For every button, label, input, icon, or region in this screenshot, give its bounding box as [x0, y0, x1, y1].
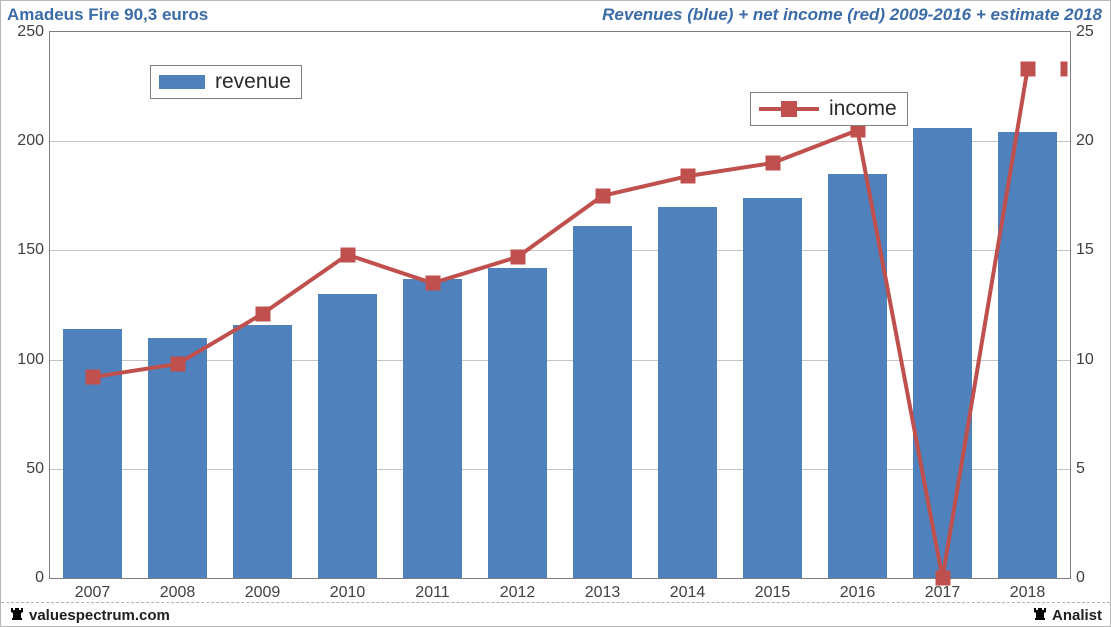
y-left-tick: 100 — [17, 351, 44, 369]
line-marker — [340, 247, 355, 262]
bar — [233, 325, 293, 578]
footer: valuespectrum.com Analist — [1, 602, 1110, 626]
title-right: Revenues (blue) + net income (red) 2009-… — [602, 5, 1102, 25]
x-tick: 2018 — [1010, 584, 1046, 602]
bar — [148, 338, 208, 578]
bar — [998, 132, 1058, 578]
x-tick: 2007 — [75, 584, 111, 602]
y-right-tick: 20 — [1076, 132, 1094, 150]
y-right-tick: 0 — [1076, 569, 1085, 587]
rook-icon — [9, 606, 25, 622]
y-left-tick: 0 — [35, 569, 44, 587]
line-marker — [255, 306, 270, 321]
footer-left: valuespectrum.com — [9, 606, 170, 624]
footer-right-text: Analist — [1052, 607, 1102, 624]
x-tick: 2012 — [500, 584, 536, 602]
x-tick: 2016 — [840, 584, 876, 602]
bar — [488, 268, 548, 578]
bar — [318, 294, 378, 578]
line-marker — [935, 571, 950, 586]
line-marker — [85, 370, 100, 385]
y-left-tick: 50 — [26, 460, 44, 478]
line-marker — [1061, 62, 1068, 77]
x-tick: 2010 — [330, 584, 366, 602]
y-right-tick: 25 — [1076, 23, 1094, 41]
x-tick: 2011 — [415, 584, 449, 602]
footer-right: Analist — [1032, 606, 1102, 624]
bar — [828, 174, 888, 578]
bar — [63, 329, 123, 578]
bar — [573, 226, 633, 578]
line-marker — [765, 156, 780, 171]
bar — [743, 198, 803, 578]
title-bar: Amadeus Fire 90,3 euros Revenues (blue) … — [1, 1, 1110, 27]
y-left-tick: 150 — [17, 241, 44, 259]
bar — [913, 128, 973, 578]
legend-revenue: revenue — [150, 65, 302, 99]
legend-line-swatch — [759, 101, 819, 117]
legend-bar-label: revenue — [215, 70, 291, 94]
line-marker — [170, 356, 185, 371]
title-left: Amadeus Fire 90,3 euros — [7, 5, 208, 25]
x-tick: 2009 — [245, 584, 281, 602]
line-marker — [425, 276, 440, 291]
legend-income: income — [750, 92, 908, 126]
y-right-tick: 15 — [1076, 241, 1094, 259]
x-tick: 2014 — [670, 584, 706, 602]
line-marker — [510, 249, 525, 264]
footer-left-text: valuespectrum.com — [29, 607, 170, 624]
line-marker — [1020, 62, 1035, 77]
legend-bar-swatch — [159, 75, 205, 89]
bar — [658, 207, 718, 578]
rook-icon — [1032, 606, 1048, 622]
legend-line-label: income — [829, 97, 897, 121]
x-tick: 2017 — [925, 584, 961, 602]
y-left-tick: 200 — [17, 132, 44, 150]
x-tick: 2013 — [585, 584, 621, 602]
x-tick: 2015 — [755, 584, 791, 602]
line-marker — [680, 169, 695, 184]
y-left-tick: 250 — [17, 23, 44, 41]
bar — [403, 279, 463, 578]
chart-plot-area: 0501001502002500510152025200720082009201… — [49, 31, 1071, 579]
y-right-tick: 10 — [1076, 351, 1094, 369]
line-marker — [595, 188, 610, 203]
x-tick: 2008 — [160, 584, 196, 602]
y-right-tick: 5 — [1076, 460, 1085, 478]
